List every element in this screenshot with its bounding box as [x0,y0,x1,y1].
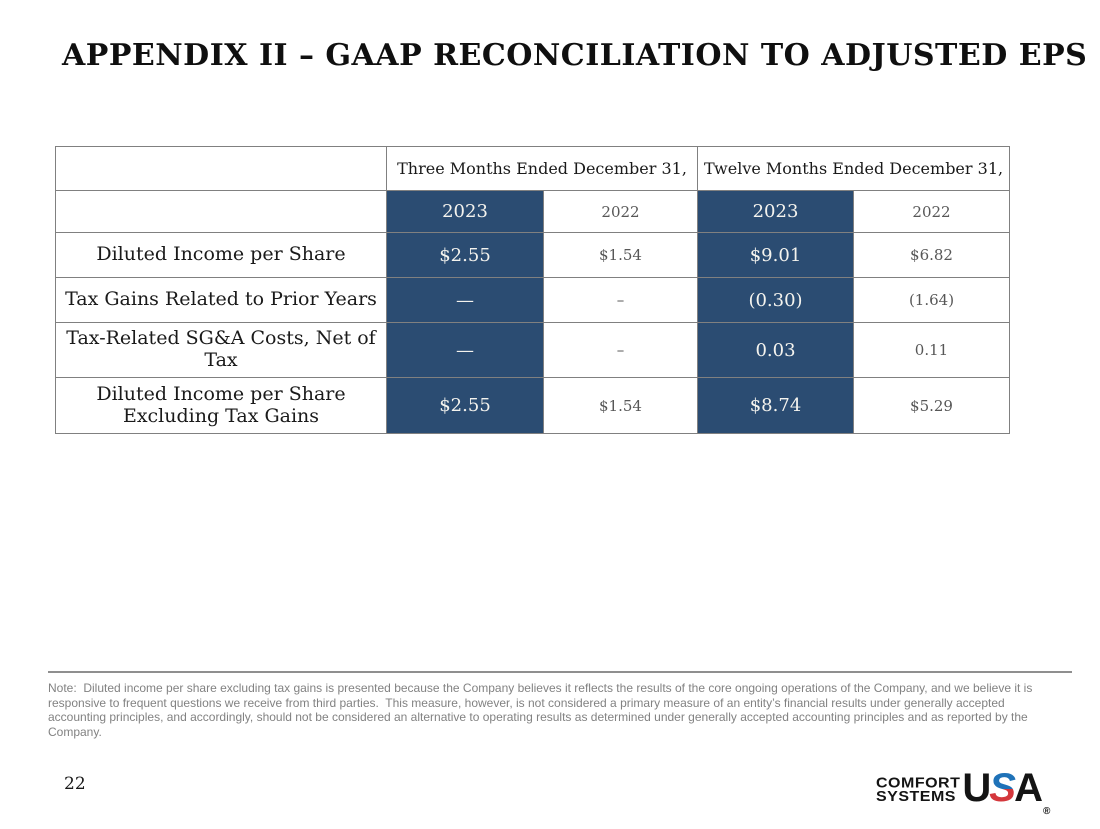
logo-usa: U S S A ® [962,766,1051,829]
value-cell: – [543,277,698,323]
column-group-twelve-months: Twelve Months Ended December 31, [696,146,1011,191]
gaap-reconciliation-table: Three Months Ended December 31, Twelve M… [55,146,1011,434]
logo-letter-a: A [1014,766,1043,810]
year-header-2023: 2023 [386,190,544,233]
table-row: Diluted Income per Share Excluding Tax G… [55,377,1011,434]
table-row-years: 2023 2022 2023 2022 [55,190,1011,233]
value-cell: 0.03 [697,322,854,378]
value-cell: — [386,277,544,323]
value-cell: $6.82 [852,232,1011,278]
row-label: Tax-Related SG&A Costs, Net of Tax [55,322,387,378]
table-row-column-groups: Three Months Ended December 31, Twelve M… [55,146,1011,191]
value-cell: $1.54 [543,377,698,434]
logo-letter-u: U [962,766,991,810]
empty-corner-cell [55,146,387,191]
row-label: Tax Gains Related to Prior Years [55,277,387,323]
value-cell: $2.55 [386,232,544,278]
table-row: Tax-Related SG&A Costs, Net of Tax — – 0… [55,322,1011,378]
logo-line-systems: SYSTEMS [876,787,956,805]
row-label: Diluted Income per Share [55,232,387,278]
page-number: 22 [64,774,86,794]
year-header-2022: 2022 [543,190,698,233]
footnote-divider [48,671,1072,673]
value-cell: — [386,322,544,378]
value-cell: (0.30) [697,277,854,323]
row-label: Diluted Income per Share Excluding Tax G… [55,377,387,434]
page-title: APPENDIX II – GAAP RECONCILIATION TO ADJ… [62,38,1088,73]
logo-wordmark: COMFORT SYSTEMS [876,775,961,805]
value-cell: $2.55 [386,377,544,434]
value-cell: – [543,322,698,378]
table-row: Tax Gains Related to Prior Years — – (0.… [55,277,1011,323]
comfort-systems-usa-logo: COMFORT SYSTEMS U S S A ® [876,766,1051,829]
value-cell: 0.11 [852,322,1011,378]
value-cell: $5.29 [852,377,1011,434]
logo-s-red-half: S [989,766,1016,810]
footnote-text: Note: Diluted income per share excluding… [48,681,1036,739]
value-cell: $8.74 [697,377,854,434]
value-cell: $1.54 [543,232,698,278]
value-cell: (1.64) [852,277,1011,323]
registered-trademark-icon: ® [1042,806,1051,817]
year-header-2022: 2022 [852,190,1011,233]
value-cell: $9.01 [697,232,854,278]
logo-s-blue-half: S [989,766,1016,810]
column-group-three-months: Three Months Ended December 31, [386,146,698,191]
logo-swoosh-s-icon: S S [989,766,1016,810]
table-row: Diluted Income per Share $2.55 $1.54 $9.… [55,232,1011,278]
empty-corner-cell [55,190,387,233]
year-header-2023: 2023 [697,190,854,233]
logo-line-comfort: COMFORT [876,775,961,792]
